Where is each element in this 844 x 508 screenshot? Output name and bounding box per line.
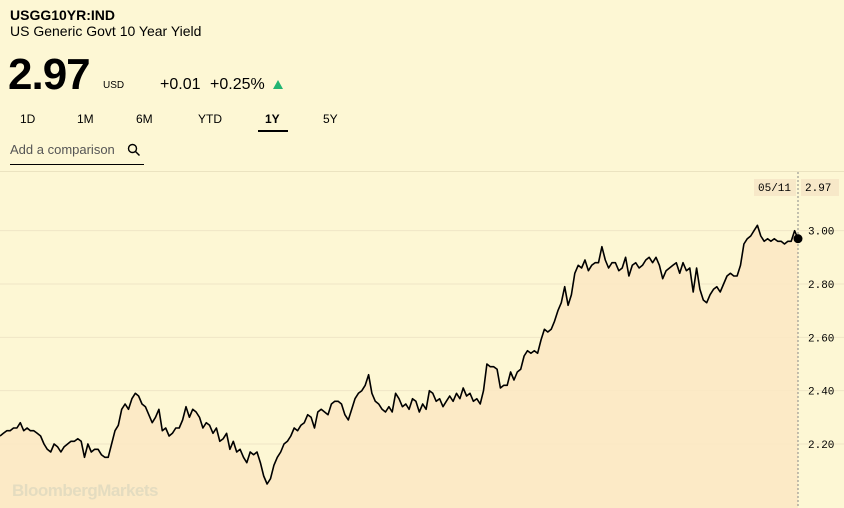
y-tick-label: 2.60 [808, 333, 834, 345]
yield-chart[interactable]: 05/11 2.97 2.20 2.40 2.60 2.80 3.00 [0, 172, 844, 508]
currency-label: USD [103, 80, 125, 91]
bloomberg-markets-logo: BloombergMarkets [12, 481, 158, 500]
yield-line [0, 224, 799, 485]
price-change: +0.01 [160, 76, 201, 93]
up-arrow-icon [273, 80, 283, 89]
add-comparison-field[interactable]: Add a comparison [10, 140, 144, 165]
y-tick-label: 2.20 [808, 440, 834, 452]
cursor-date-label: 05/11 [758, 183, 791, 195]
tab-1y[interactable]: 1Y [265, 112, 280, 126]
y-tick-label: 2.80 [808, 280, 834, 292]
cursor-date-box [754, 179, 796, 196]
tab-1d[interactable]: 1D [20, 112, 36, 126]
cursor-point [793, 234, 803, 244]
header-divider [0, 171, 844, 172]
active-tab-indicator [258, 130, 288, 132]
current-price: 2.97 [8, 50, 91, 99]
tab-5y[interactable]: 5Y [323, 112, 338, 126]
add-comparison-label: Add a comparison [10, 142, 115, 157]
y-axis-ticks: 2.20 2.40 2.60 2.80 3.00 [808, 227, 834, 452]
yield-area-fill [0, 225, 798, 508]
cursor-value-box [801, 179, 839, 196]
tab-1m[interactable]: 1M [77, 112, 94, 126]
y-tick-label: 3.00 [808, 227, 834, 239]
price-change-percent: +0.25% [210, 76, 265, 93]
time-range-tabs: 1D 1M 6M YTD 1Y 5Y [0, 110, 400, 132]
search-icon[interactable] [127, 143, 141, 157]
security-name: US Generic Govt 10 Year Yield [10, 23, 202, 39]
ticker-symbol: USGG10YR:IND [10, 7, 116, 23]
tab-6m[interactable]: 6M [136, 112, 153, 126]
cursor-value-label: 2.97 [805, 183, 831, 195]
y-tick-label: 2.40 [808, 387, 834, 399]
tab-ytd[interactable]: YTD [198, 112, 222, 126]
